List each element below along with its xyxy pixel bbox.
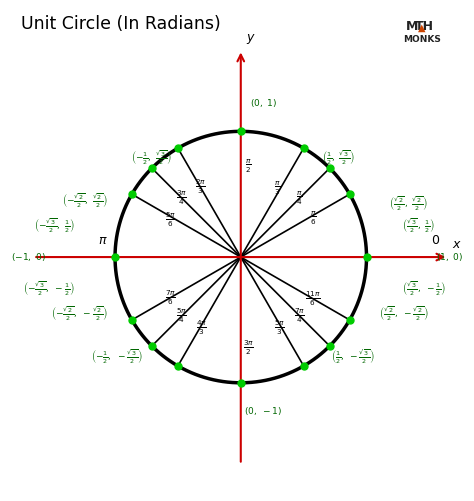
Text: $\frac{5\pi}{6}$: $\frac{5\pi}{6}$	[165, 210, 176, 228]
Text: $y$: $y$	[246, 32, 255, 46]
Text: $\frac{4\pi}{3}$: $\frac{4\pi}{3}$	[196, 318, 207, 337]
Text: $\left(-\frac{\sqrt{2}}{2},\ \frac{\sqrt{2}}{2}\right)$: $\left(-\frac{\sqrt{2}}{2},\ \frac{\sqrt…	[63, 191, 109, 210]
Text: $\frac{3\pi}{2}$: $\frac{3\pi}{2}$	[243, 338, 254, 357]
Text: $\pi$: $\pi$	[98, 234, 107, 247]
Text: $(0,\ 1)$: $(0,\ 1)$	[250, 97, 277, 109]
Text: $\frac{3\pi}{4}$: $\frac{3\pi}{4}$	[176, 189, 187, 207]
Text: ▲: ▲	[418, 23, 426, 33]
Text: M: M	[406, 20, 419, 33]
Text: $\frac{\pi}{4}$: $\frac{\pi}{4}$	[296, 190, 303, 207]
Text: $\frac{\pi}{2}$: $\frac{\pi}{2}$	[245, 158, 252, 175]
Text: Unit Circle (In Radians): Unit Circle (In Radians)	[21, 15, 220, 33]
Text: $\frac{5\pi}{3}$: $\frac{5\pi}{3}$	[274, 318, 285, 337]
Text: $\left(-\frac{\sqrt{3}}{2},\ \frac{1}{2}\right)$: $\left(-\frac{\sqrt{3}}{2},\ \frac{1}{2}…	[34, 216, 75, 235]
Text: $(0,\ -1)$: $(0,\ -1)$	[244, 405, 283, 417]
Text: $\left(-\frac{\sqrt{2}}{2},\ -\frac{\sqrt{2}}{2}\right)$: $\left(-\frac{\sqrt{2}}{2},\ -\frac{\sqr…	[52, 305, 109, 323]
Text: $(-1,\ 0)$: $(-1,\ 0)$	[11, 251, 46, 263]
Text: $\frac{7\pi}{6}$: $\frac{7\pi}{6}$	[165, 288, 176, 307]
Text: $\left(-\frac{1}{2},\ -\frac{\sqrt{3}}{2}\right)$: $\left(-\frac{1}{2},\ -\frac{\sqrt{3}}{2…	[91, 348, 143, 366]
Text: $\left(\frac{\sqrt{2}}{2},\ -\frac{\sqrt{2}}{2}\right)$: $\left(\frac{\sqrt{2}}{2},\ -\frac{\sqrt…	[379, 305, 429, 323]
Text: $\frac{11\pi}{6}$: $\frac{11\pi}{6}$	[305, 290, 321, 308]
Text: $\frac{\pi}{3}$: $\frac{\pi}{3}$	[274, 180, 281, 197]
Text: $\left(-\frac{\sqrt{3}}{2},\ -\frac{1}{2}\right)$: $\left(-\frac{\sqrt{3}}{2},\ -\frac{1}{2…	[23, 279, 75, 298]
Text: $\left(\frac{1}{2},\ \frac{\sqrt{3}}{2}\right)$: $\left(\frac{1}{2},\ \frac{\sqrt{3}}{2}\…	[322, 148, 356, 166]
Text: $\left(-\frac{1}{2},\ \frac{\sqrt{3}}{2}\right)$: $\left(-\frac{1}{2},\ \frac{\sqrt{3}}{2}…	[131, 148, 172, 166]
Text: $\left(\frac{\sqrt{2}}{2},\ \frac{\sqrt{2}}{2}\right)$: $\left(\frac{\sqrt{2}}{2},\ \frac{\sqrt{…	[389, 195, 428, 213]
Text: TH: TH	[415, 20, 434, 33]
Text: $\left(\frac{\sqrt{3}}{2},\ \frac{1}{2}\right)$: $\left(\frac{\sqrt{3}}{2},\ \frac{1}{2}\…	[402, 216, 435, 235]
Text: $0$: $0$	[431, 234, 440, 247]
Text: $\left(\frac{\sqrt{3}}{2},\ -\frac{1}{2}\right)$: $\left(\frac{\sqrt{3}}{2},\ -\frac{1}{2}…	[402, 279, 446, 298]
Text: $(1,\ 0)$: $(1,\ 0)$	[436, 251, 463, 263]
Text: $\left(\frac{1}{2},\ -\frac{\sqrt{3}}{2}\right)$: $\left(\frac{1}{2},\ -\frac{\sqrt{3}}{2}…	[331, 348, 375, 366]
Text: $\frac{5\pi}{4}$: $\frac{5\pi}{4}$	[176, 307, 187, 325]
Text: $x$: $x$	[452, 238, 462, 251]
Text: $\frac{2\pi}{3}$: $\frac{2\pi}{3}$	[195, 177, 206, 196]
Text: $\frac{\pi}{6}$: $\frac{\pi}{6}$	[310, 209, 317, 226]
Text: MONKS: MONKS	[403, 35, 441, 44]
Text: $\frac{7\pi}{4}$: $\frac{7\pi}{4}$	[294, 307, 305, 325]
